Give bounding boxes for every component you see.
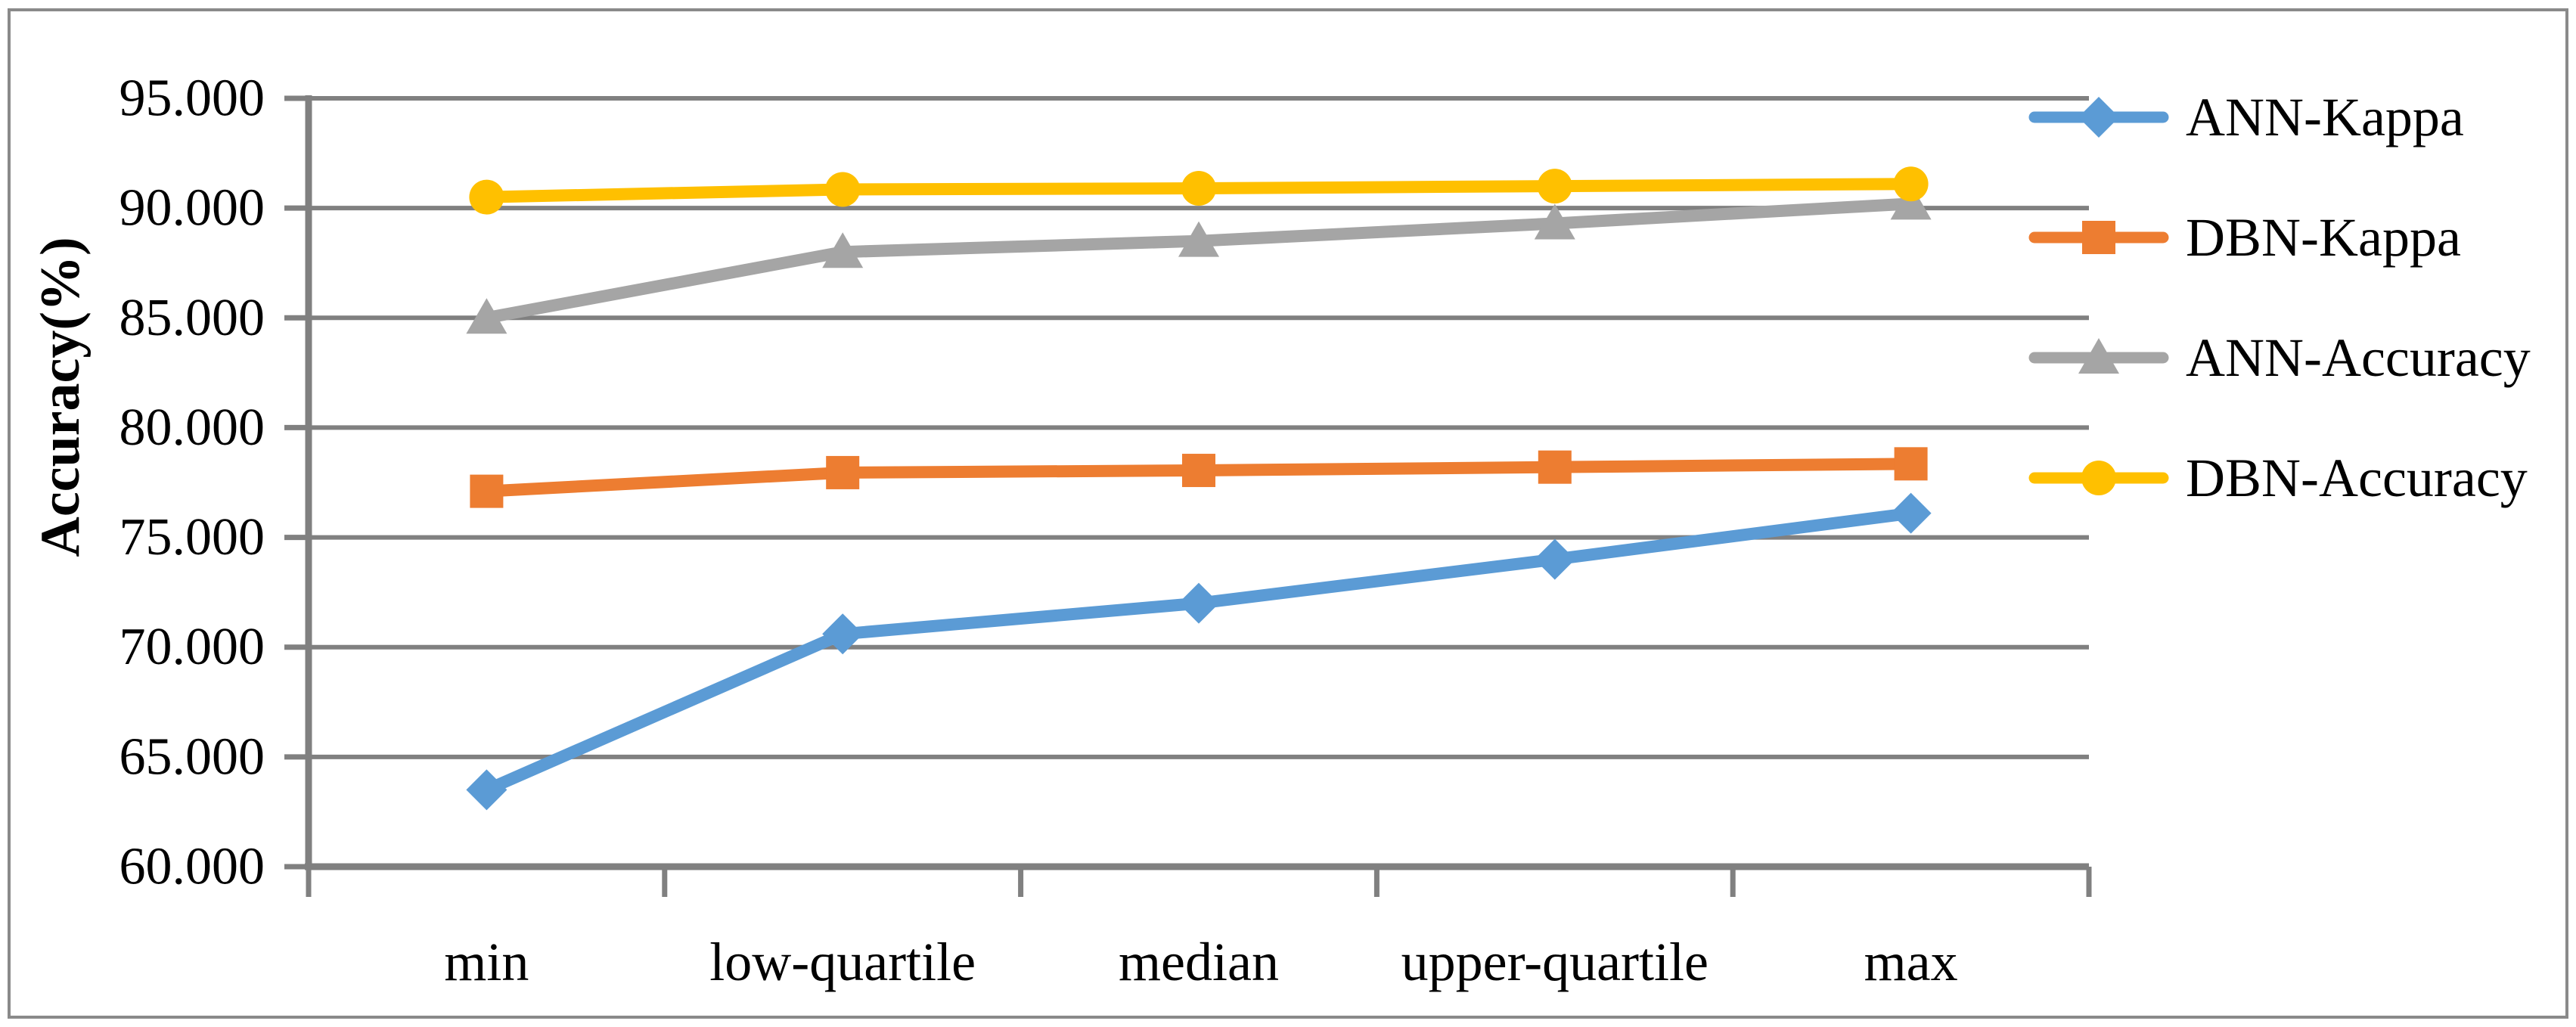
marker-square	[470, 474, 504, 508]
axis-layer	[284, 95, 2092, 897]
marker-triangle	[1178, 221, 1219, 257]
marker-triangle	[1890, 184, 1932, 220]
marker-circle	[1181, 171, 1216, 206]
x-category-label: upper-quartile	[1401, 932, 1709, 992]
series-line-ANN-Accuracy	[480, 197, 1917, 324]
series-DBN-Accuracy	[469, 166, 1929, 215]
marker-diamond	[466, 769, 507, 811]
marker-square	[1538, 450, 1572, 484]
x-category-label: median	[1119, 932, 1279, 992]
marker-triangle	[466, 298, 507, 334]
x-category-label: min	[444, 932, 529, 992]
legend-label: ANN-Kappa	[2186, 87, 2464, 147]
legend-label: DBN-Accuracy	[2186, 448, 2528, 508]
legend-marker-circle	[2081, 461, 2116, 495]
legend-label: DBN-Kappa	[2186, 207, 2461, 268]
series-ANN-Kappa	[466, 492, 1932, 811]
legend-item-DBN-Accuracy: DBN-Accuracy	[2028, 448, 2528, 508]
x-category-label: max	[1864, 932, 1958, 992]
marker-square	[826, 455, 860, 489]
y-tick-label: 90.000	[119, 179, 265, 237]
series-ANN-Accuracy	[466, 184, 1932, 334]
marker-diamond	[1890, 492, 1932, 534]
marker-circle	[825, 172, 861, 207]
y-tick-label: 75.000	[119, 508, 265, 566]
marker-square	[1894, 447, 1928, 481]
series-layer	[466, 166, 1932, 811]
marker-circle	[1893, 166, 1929, 202]
legend-marker-diamond	[2078, 97, 2119, 138]
y-tick-label: 60.000	[119, 838, 265, 896]
marker-circle	[1537, 169, 1572, 204]
y-axis-title: Accuracy(%)	[29, 237, 92, 557]
y-tick-label: 95.000	[119, 70, 265, 128]
legend-marker-square	[2082, 221, 2115, 254]
y-tick-label: 65.000	[119, 728, 265, 786]
y-tick-label: 70.000	[119, 618, 265, 676]
legend-label: ANN-Accuracy	[2186, 327, 2531, 388]
marker-triangle	[822, 232, 864, 268]
legend: ANN-Kappa DBN-Kappa ANN-Accuracy DBN-Accura…	[2028, 87, 2531, 508]
legend-marker-triangle	[2078, 338, 2119, 374]
legend-item-ANN-Kappa: ANN-Kappa	[2028, 87, 2464, 147]
series-line-ANN-Kappa	[480, 507, 1917, 796]
y-tick-label: 85.000	[119, 289, 265, 347]
series-DBN-Kappa	[470, 447, 1928, 508]
x-category-label: low-quartile	[709, 932, 976, 992]
marker-square	[1182, 454, 1215, 488]
legend-item-DBN-Kappa: DBN-Kappa	[2028, 207, 2461, 268]
marker-circle	[469, 179, 504, 215]
marker-diamond	[1178, 582, 1219, 624]
marker-triangle	[1534, 203, 1575, 240]
label-layer: 60.000 65.000 70.000 75.000 80.000 85.000 90.0…	[119, 70, 1958, 993]
y-tick-label: 80.000	[119, 399, 265, 457]
marker-diamond	[822, 613, 864, 655]
grid-layer	[309, 96, 2089, 759]
legend-item-ANN-Accuracy: ANN-Accuracy	[2028, 327, 2531, 388]
figure-border	[8, 8, 2568, 1019]
marker-diamond	[1534, 538, 1575, 580]
